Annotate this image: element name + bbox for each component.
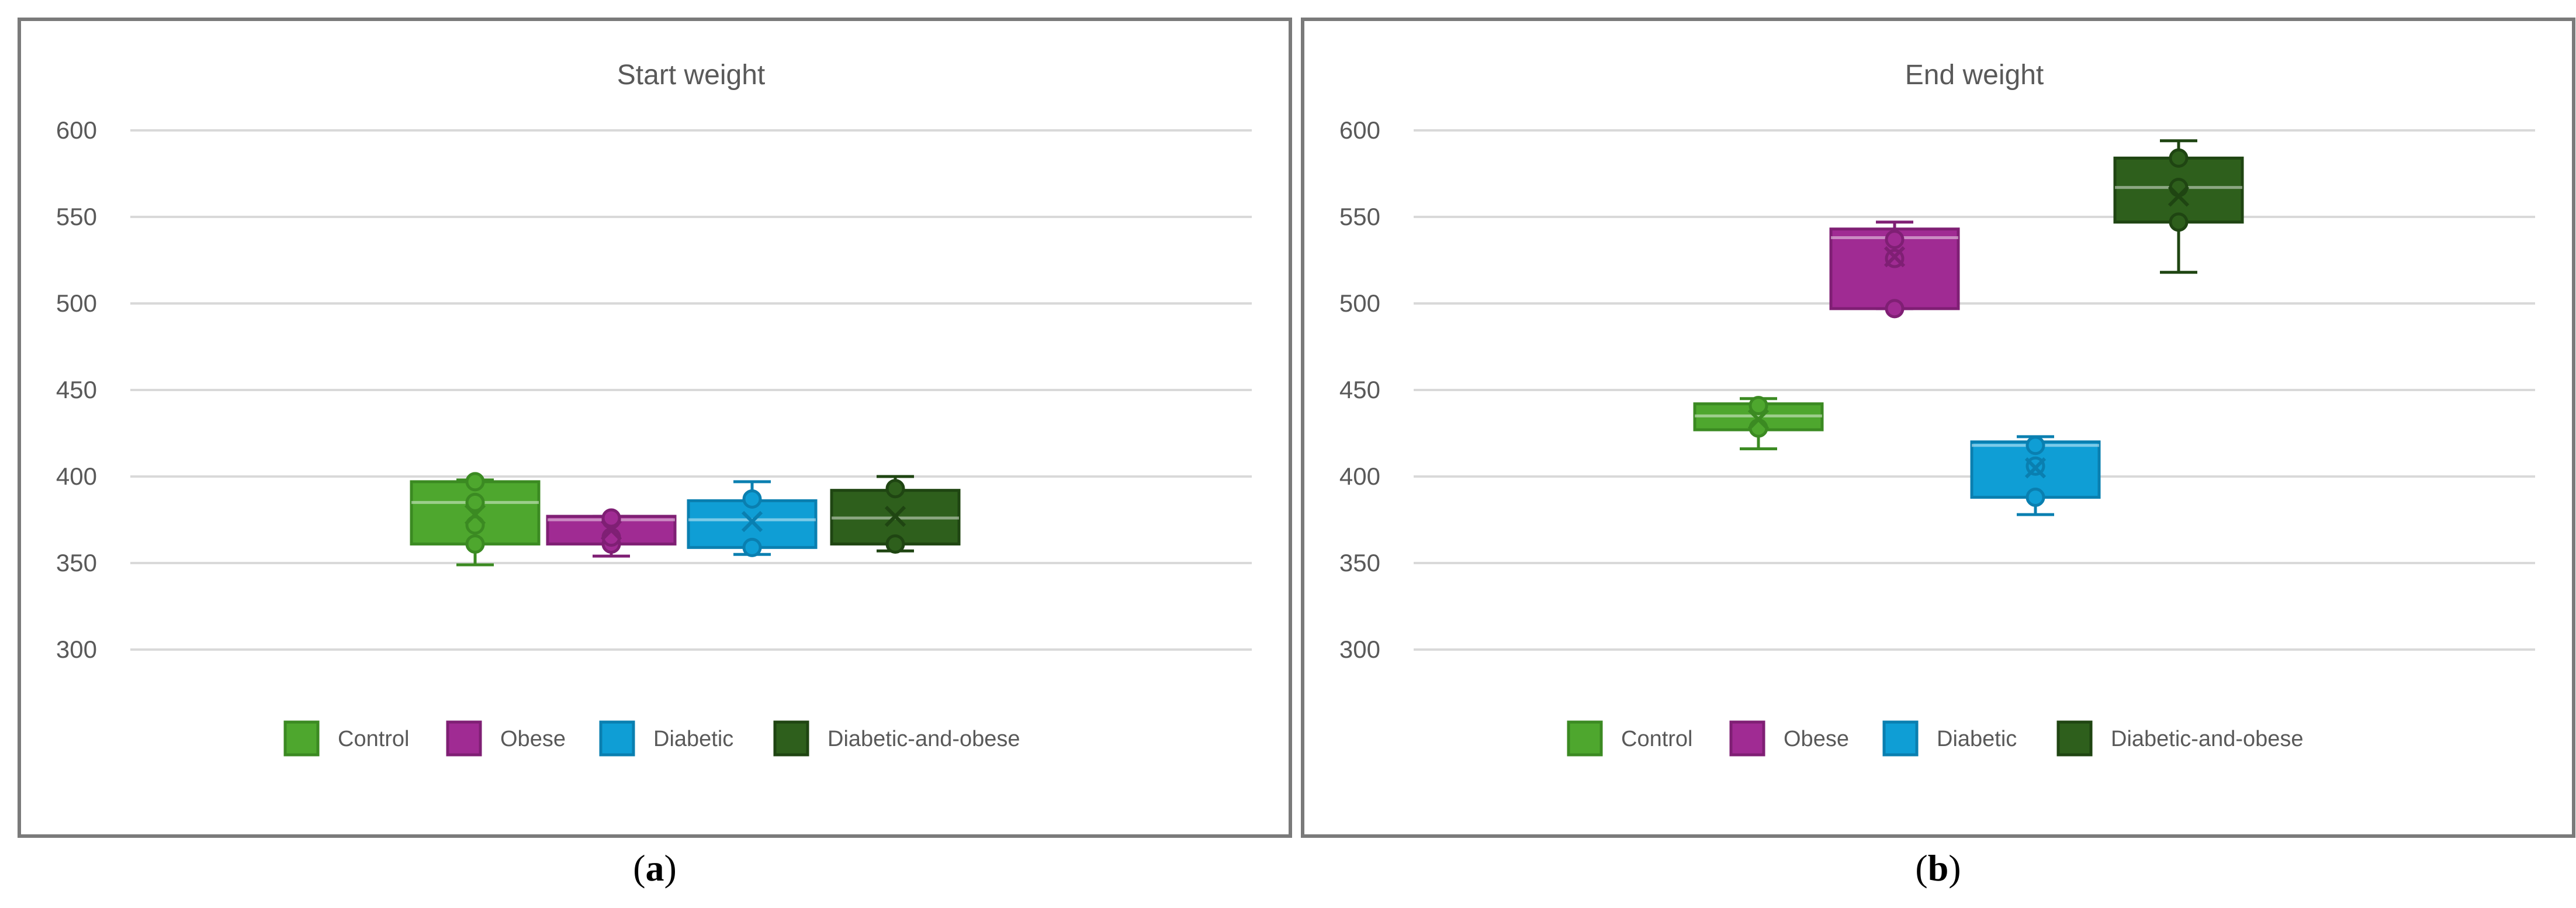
chart-a-legend-swatch	[773, 720, 809, 757]
chart-b-mean-marker	[2024, 457, 2047, 479]
chart-b-legend-label: Diabetic	[1937, 727, 2017, 751]
caption-b-open: (	[1915, 847, 1928, 889]
caption-a-letter: a	[645, 847, 664, 889]
chart-a-box-control	[410, 472, 541, 567]
chart-b-box-control	[1693, 396, 1824, 451]
chart-a-y-tick-label: 300	[56, 636, 97, 663]
chart-b-box-obese	[1829, 220, 1960, 319]
chart-a-data-point	[465, 492, 485, 512]
chart-a-mean-marker	[741, 510, 763, 533]
chart-b-data-point	[2026, 436, 2045, 455]
chart-b-data-point	[1885, 299, 1905, 319]
chart-b-box-diabetic	[1970, 435, 2101, 516]
chart-b-data-point	[2169, 148, 2189, 168]
chart-a-data-point	[465, 534, 485, 554]
chart-b-y-tick-label: 350	[1339, 549, 1380, 576]
chart-b-data-point	[1749, 418, 1768, 438]
chart-a-box-diabetic-and-obese	[830, 475, 961, 554]
chart-a-chart-title: Start weight	[617, 60, 765, 91]
caption-b-close: )	[1948, 847, 1961, 889]
chart-b-mean-marker	[2168, 185, 2190, 207]
chart-a-legend-swatch	[599, 720, 635, 757]
chart-b-y-tick-label: 600	[1339, 116, 1380, 144]
chart-b-data-point	[1749, 396, 1768, 416]
chart-b-legend-label: Control	[1621, 727, 1693, 751]
chart-panel-a: Start weight 300 350 400 450 500 550 600 Control…	[18, 18, 1292, 838]
caption-b: (b)	[1301, 847, 2575, 890]
chart-b-y-tick-label: 550	[1339, 203, 1380, 230]
chart-b-y-tick-label: 300	[1339, 636, 1380, 663]
chart-b-mean-marker	[1747, 409, 1770, 430]
chart-a-legend-label: Control	[338, 727, 410, 751]
chart-b-legend-swatch	[1729, 720, 1765, 757]
chart-a-data-point	[601, 508, 621, 528]
chart-b-y-tick-label: 500	[1339, 289, 1380, 317]
chart-a-mean-marker	[600, 519, 622, 541]
chart-b-legend-label: Diabetic-and-obese	[2111, 727, 2304, 751]
chart-b-data-point	[1885, 229, 1905, 249]
chart-a-mean-marker	[464, 503, 486, 526]
chart-b-legend-swatch	[1567, 720, 1603, 757]
chart-a-y-tick-label: 500	[56, 289, 97, 317]
chart-b-data-point	[2169, 178, 2189, 198]
chart-a-y-tick-label: 450	[56, 376, 97, 403]
chart-b-data-point	[2169, 212, 2189, 232]
chart-a-data-point	[885, 534, 905, 554]
chart-a-y-tick-label: 350	[56, 549, 97, 576]
chart-a-mean-marker	[884, 505, 906, 527]
chart-b-data-point	[2026, 488, 2045, 507]
chart-a-legend-label: Diabetic	[653, 727, 733, 751]
chart-a-y-tick-label: 550	[56, 203, 97, 230]
chart-panel-b: End weight 300 350 400 450 500 550 600 Control Ob…	[1301, 18, 2575, 838]
chart-a-data-point	[742, 537, 762, 557]
chart-b-y-tick-label: 450	[1339, 376, 1380, 403]
chart-a-y-tick-label: 400	[56, 462, 97, 490]
chart-a-legend-label: Obese	[500, 727, 566, 751]
chart-a-data-point	[742, 489, 762, 509]
chart-b-legend-label: Obese	[1784, 727, 1849, 751]
chart-b-chart-title: End weight	[1905, 60, 2044, 91]
chart-b-mean-marker	[1883, 246, 1906, 268]
caption-b-letter: b	[1927, 847, 1949, 889]
chart-b-legend-swatch	[1882, 720, 1919, 757]
chart-a-y-tick-label: 600	[56, 116, 97, 144]
chart-b-y-tick-label: 400	[1339, 462, 1380, 490]
chart-a-box-diabetic	[687, 480, 818, 557]
chart-b-svg: End weight 300 350 400 450 500 550 600 Control Ob…	[1339, 60, 2535, 757]
chart-a-legend-swatch	[446, 720, 482, 757]
chart-a-data-point	[465, 472, 485, 492]
chart-b-box-diabetic-and-obese	[2113, 139, 2244, 274]
chart-a-legend-swatch	[283, 720, 320, 757]
chart-a-legend-label: Diabetic-and-obese	[827, 727, 1020, 751]
chart-a-box-obese	[546, 508, 677, 558]
caption-a-open: (	[633, 847, 646, 889]
chart-a-data-point	[885, 479, 905, 499]
chart-a-svg: Start weight 300 350 400 450 500 550 600 Control…	[56, 60, 1252, 757]
chart-b-legend-swatch	[2056, 720, 2093, 757]
caption-a-close: )	[664, 847, 677, 889]
caption-a: (a)	[18, 847, 1292, 890]
